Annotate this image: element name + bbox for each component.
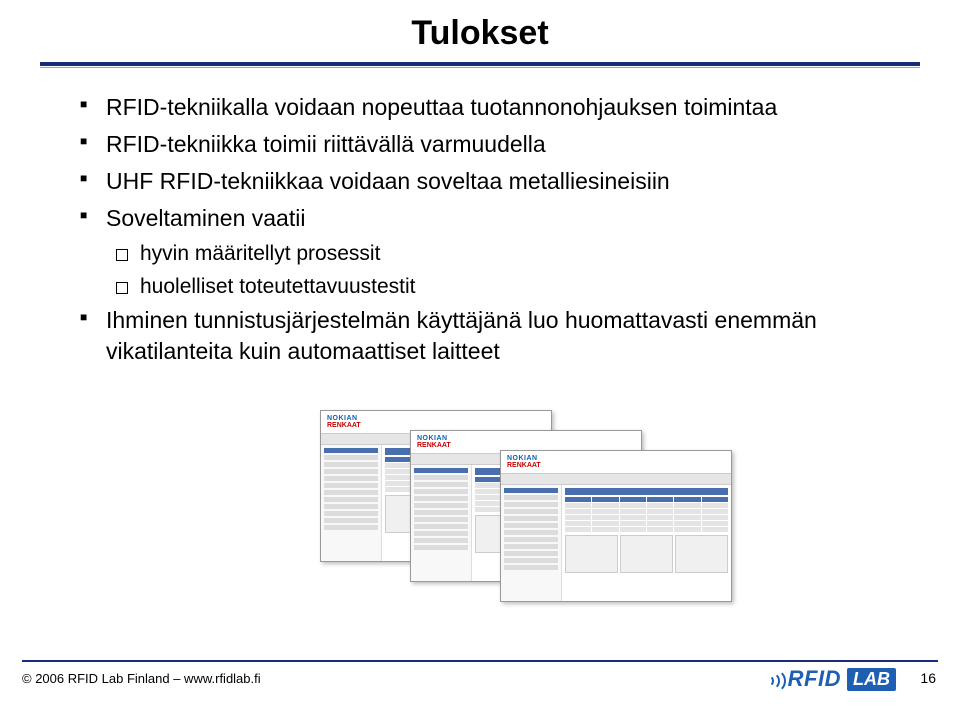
footer-logo-lab: LAB [847, 668, 896, 691]
rfid-waves-icon [762, 668, 782, 690]
thumbnail: NOKIAN RENKAAT [500, 450, 732, 602]
bullet-item: Ihminen tunnistusjärjestelmän käyttäjänä… [80, 305, 900, 367]
footer-copyright: © 2006 RFID Lab Finland – www.rfidlab.fi [22, 671, 261, 686]
title-rule-shadow [40, 67, 920, 68]
bullet-item: Soveltaminen vaatii [80, 203, 900, 234]
bullet-item: RFID-tekniikalla voidaan nopeuttaa tuota… [80, 92, 900, 123]
thumb-sidebar [411, 465, 472, 582]
thumb-logo-line2: RENKAAT [507, 462, 541, 469]
sub-bullet-item: huolelliset toteutettavuustestit [80, 273, 900, 301]
content-area: RFID-tekniikalla voidaan nopeuttaa tuota… [80, 92, 900, 373]
footer-rule [22, 660, 938, 662]
thumb-sidebar [501, 485, 562, 602]
slide-title: Tulokset [0, 14, 960, 53]
thumb-logo-line2: RENKAAT [327, 422, 361, 429]
footer-logo-rfid: RFID [788, 666, 841, 692]
slide: Tulokset RFID-tekniikalla voidaan nopeut… [0, 0, 960, 706]
bullet-item: UHF RFID-tekniikkaa voidaan soveltaa met… [80, 166, 900, 197]
thumb-subbar [501, 474, 731, 485]
footer-logo: RFID LAB [762, 666, 896, 692]
thumb-logo-line1: NOKIAN [507, 455, 541, 462]
thumb-main [562, 485, 731, 602]
page-number: 16 [920, 670, 936, 686]
sub-bullet-item: hyvin määritellyt prosessit [80, 240, 900, 268]
thumb-sidebar [321, 445, 382, 562]
thumb-logo-line1: NOKIAN [417, 435, 451, 442]
bullet-item: RFID-tekniikka toimii riittävällä varmuu… [80, 129, 900, 160]
thumb-logo-line2: RENKAAT [417, 442, 451, 449]
screenshot-thumbnails: NOKIAN RENKAAT [320, 410, 740, 600]
title-rule [40, 62, 920, 66]
thumb-header: NOKIAN RENKAAT [501, 451, 731, 474]
thumb-logo-line1: NOKIAN [327, 415, 361, 422]
